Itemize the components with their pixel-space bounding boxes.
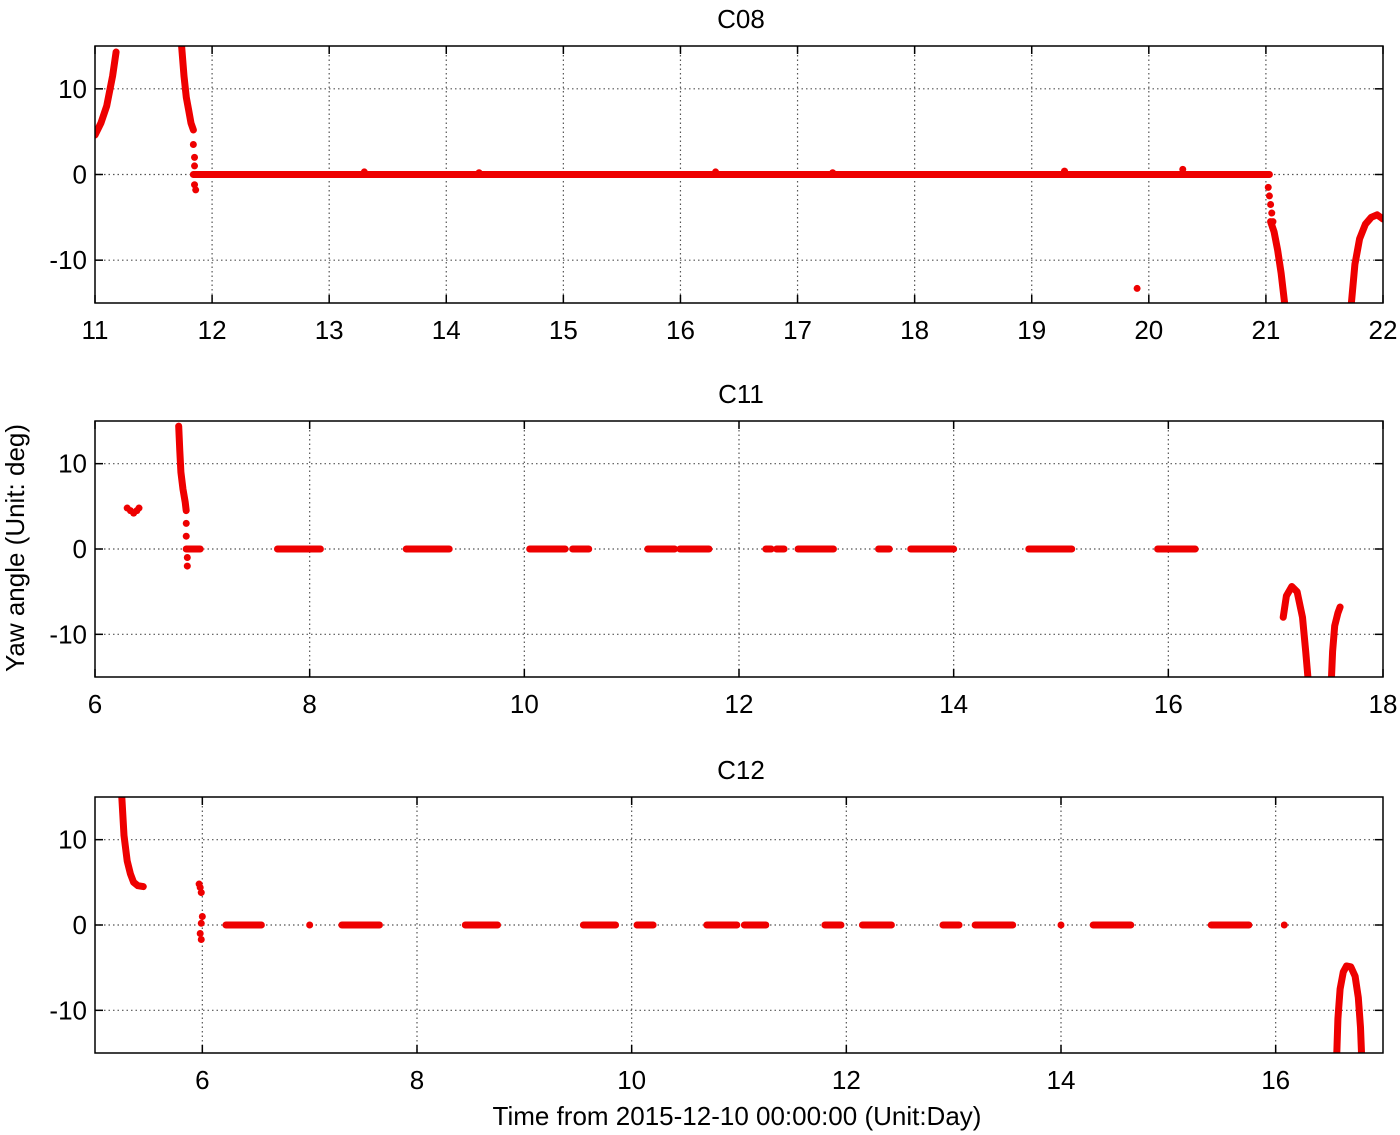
y-tick-label: 10 [58,74,87,104]
data-point [1268,209,1276,217]
y-tick-label: 10 [58,449,87,479]
x-tick-label: 8 [302,689,316,719]
x-tick-label: 17 [783,315,812,345]
data-point [182,519,190,527]
y-tick-label: 10 [58,825,87,855]
y-tick-label: 0 [73,534,87,564]
data-point [135,504,143,512]
x-tick-label: 10 [510,689,539,719]
x-tick-label: 22 [1369,315,1398,345]
data-curve [178,46,197,134]
x-axis-label: Time from 2015-12-10 00:00:00 (Unit:Day) [493,1101,982,1131]
x-tick-label: 10 [617,1065,646,1095]
data-point [191,153,199,161]
data-point [198,912,206,920]
data-point [1057,921,1065,929]
data-point [1179,165,1187,173]
y-tick-label: -10 [49,995,87,1025]
x-tick-label: 16 [1261,1065,1290,1095]
panel-c11: 6 8 10 12 14 16 18 -10 0 10 C11 [49,379,1397,719]
data-point [829,169,837,177]
data-curve [1333,962,1365,1053]
data-point [1267,200,1275,208]
data-curve [1279,583,1312,677]
data-series-group [123,422,1344,677]
x-tick-label: 14 [939,689,968,719]
data-point [197,889,205,897]
panel-c08: 11 12 13 14 15 16 17 18 19 20 21 22 -10 0 10 C08 [49,4,1397,345]
data-curve [95,48,120,139]
x-tick-label: 6 [195,1065,209,1095]
data-curve [118,797,147,891]
x-tick-label: 14 [1047,1065,1076,1095]
panel-c12: 6 8 10 12 14 16 -10 0 10 C12 [49,755,1384,1095]
data-series-group [95,46,1383,303]
y-tick-label: -10 [49,619,87,649]
data-point [192,186,200,194]
data-curve [1267,218,1289,303]
x-tick-label: 16 [666,315,695,345]
data-point [197,919,205,927]
data-point [1265,192,1273,200]
data-point [196,930,204,938]
x-tick-label: 12 [198,315,227,345]
data-series-group [118,797,1365,1053]
data-point [1133,284,1141,292]
x-tick-label: 14 [432,315,461,345]
x-tick-label: 13 [315,315,344,345]
axes-frame [94,45,1384,304]
data-point [475,169,483,177]
data-point [191,162,199,170]
data-point [1061,167,1069,175]
data-point [306,921,314,929]
panel-title: C11 [718,379,764,409]
data-point [1264,183,1272,191]
x-tick-label: 18 [1369,689,1398,719]
x-tick-label: 6 [88,689,102,719]
axes-frame [94,420,1384,678]
x-tick-label: 15 [549,315,578,345]
x-tick-label: 21 [1251,315,1280,345]
x-tick-label: 11 [82,315,109,345]
panel-title: C12 [717,755,765,785]
data-curve [175,422,190,515]
x-tick-label: 18 [900,315,929,345]
data-point [1280,921,1288,929]
x-tick-label: 8 [410,1065,424,1095]
data-point [197,936,205,944]
x-tick-label: 12 [725,689,754,719]
x-tick-label: 19 [1017,315,1046,345]
data-curve [1347,211,1383,303]
data-point [183,562,191,570]
panel-title: C08 [717,4,765,34]
y-tick-label: 0 [73,910,87,940]
y-axis-label: Yaw angle (Unit: deg) [0,424,30,672]
x-tick-label: 16 [1154,689,1183,719]
data-curve [1328,603,1344,677]
y-tick-label: 0 [73,160,87,190]
data-point [183,554,191,562]
data-point [182,532,190,540]
axes-frame [94,796,1384,1054]
x-tick-label: 12 [832,1065,861,1095]
y-tick-label: -10 [49,245,87,275]
x-tick-label: 20 [1134,315,1163,345]
data-point [189,141,197,149]
data-point [712,168,720,176]
data-point [360,168,368,176]
